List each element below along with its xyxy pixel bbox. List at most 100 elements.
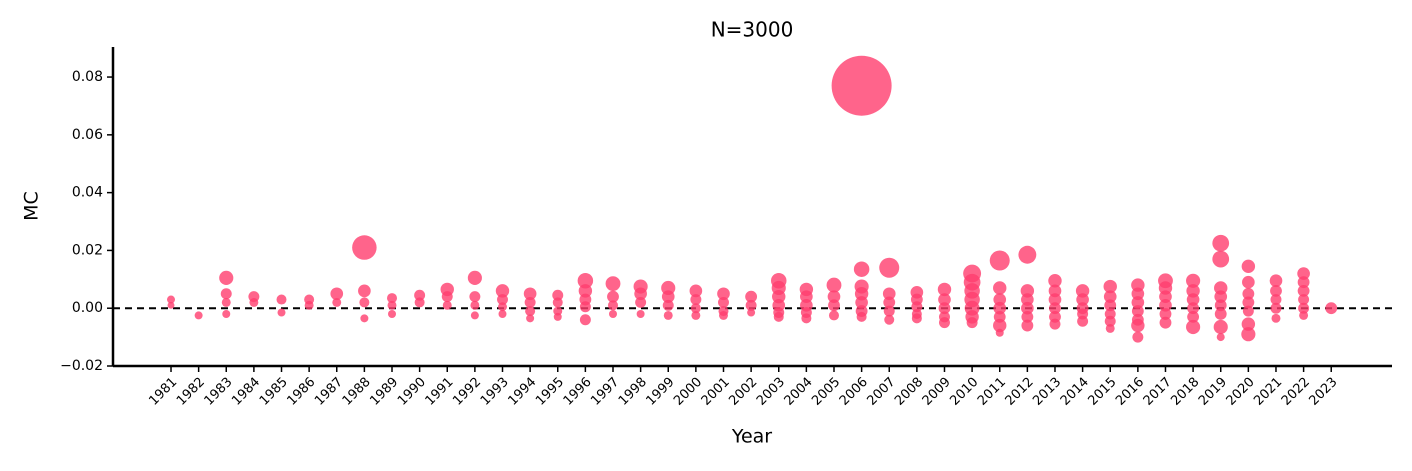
data-point	[1213, 319, 1228, 335]
y-tick-label: 0.06	[72, 127, 103, 143]
data-point	[745, 290, 758, 303]
x-tick-label: 2017	[1141, 375, 1175, 409]
x-tick-label: 2013	[1030, 375, 1064, 409]
x-tick-label: 2007	[865, 375, 899, 409]
data-point	[993, 318, 1007, 333]
data-point	[1325, 302, 1338, 315]
data-point	[884, 314, 895, 325]
data-point	[1131, 296, 1145, 309]
x-tick-label: 2021	[1251, 375, 1285, 409]
data-point	[304, 300, 314, 310]
data-point	[470, 311, 479, 320]
data-point	[1049, 318, 1061, 330]
data-point	[1212, 234, 1230, 252]
data-point	[167, 295, 176, 304]
data-point	[607, 290, 619, 303]
data-point	[498, 302, 507, 312]
x-tick-label: 1982	[174, 375, 208, 409]
x-tick-label: 1993	[478, 375, 512, 409]
data-point	[1021, 301, 1034, 315]
x-tick-label: 1999	[644, 375, 678, 409]
data-point	[801, 313, 812, 324]
data-point	[330, 287, 344, 301]
data-point	[719, 310, 728, 320]
data-point	[495, 284, 510, 298]
data-point	[1297, 267, 1310, 280]
data-point	[773, 311, 784, 322]
data-point	[222, 309, 231, 318]
x-tick-label: 2010	[947, 375, 981, 409]
data-point	[467, 270, 482, 285]
data-point	[993, 293, 1007, 306]
data-point	[524, 296, 536, 308]
data-point	[827, 290, 841, 303]
data-point	[1270, 302, 1282, 314]
x-tick-label: 1991	[423, 375, 457, 409]
data-point	[1271, 313, 1281, 323]
data-point	[938, 293, 951, 306]
y-tick-label: 0.08	[72, 69, 103, 85]
data-point	[579, 314, 591, 326]
data-point	[441, 291, 453, 303]
data-point	[1021, 310, 1034, 323]
x-tick-label: 1994	[505, 375, 539, 409]
data-point	[498, 309, 507, 318]
x-tick-label: 1986	[284, 375, 318, 409]
data-point	[552, 289, 564, 301]
data-point	[387, 293, 398, 304]
data-point	[553, 312, 562, 321]
data-point	[691, 310, 701, 320]
data-point	[1021, 319, 1034, 332]
x-tick-label: 2009	[920, 375, 954, 409]
data-point	[879, 257, 900, 278]
x-tick-label: 2001	[699, 375, 733, 409]
y-tick-label: 0.04	[72, 185, 103, 201]
y-tick-label: 0.02	[72, 242, 103, 258]
data-point	[1241, 259, 1256, 274]
x-tick-label: 2005	[809, 375, 843, 409]
data-point	[661, 290, 675, 303]
data-point	[1159, 298, 1172, 312]
data-point	[853, 261, 870, 277]
data-point	[1214, 308, 1227, 320]
data-point	[605, 276, 621, 292]
data-point	[966, 317, 978, 329]
data-point	[634, 287, 647, 301]
data-point	[1187, 302, 1200, 315]
data-point	[221, 297, 231, 307]
data-point	[1048, 274, 1062, 288]
data-point	[358, 284, 371, 298]
data-point	[663, 310, 673, 320]
data-point	[911, 301, 923, 313]
x-tick-label: 1989	[367, 375, 401, 409]
data-point	[717, 287, 730, 301]
data-point	[635, 296, 647, 308]
data-point	[220, 288, 232, 300]
x-tick-label: 2023	[1307, 375, 1341, 409]
x-tick-label: 2016	[1113, 375, 1147, 409]
data-point	[607, 300, 618, 311]
data-point	[882, 287, 896, 301]
x-tick-label: 2004	[782, 375, 816, 409]
data-point	[360, 314, 369, 323]
data-point	[1212, 250, 1230, 268]
data-point	[553, 306, 563, 316]
data-point	[1299, 310, 1309, 320]
data-point	[993, 301, 1007, 315]
data-point	[1242, 287, 1255, 300]
data-point	[414, 289, 426, 301]
data-point	[911, 313, 922, 324]
x-tick-label: 2018	[1168, 375, 1202, 409]
data-point	[1297, 276, 1310, 289]
data-point	[578, 284, 593, 298]
data-point	[608, 309, 617, 318]
data-point	[577, 273, 594, 289]
data-point	[662, 299, 674, 311]
x-tick-label: 2006	[837, 375, 871, 409]
x-tick-label: 1995	[533, 375, 567, 409]
data-point	[1077, 315, 1089, 327]
chart-title: N=3000	[711, 18, 794, 42]
y-tick-label: −0.02	[60, 358, 103, 374]
data-point	[1241, 327, 1256, 342]
data-point	[1186, 293, 1200, 306]
